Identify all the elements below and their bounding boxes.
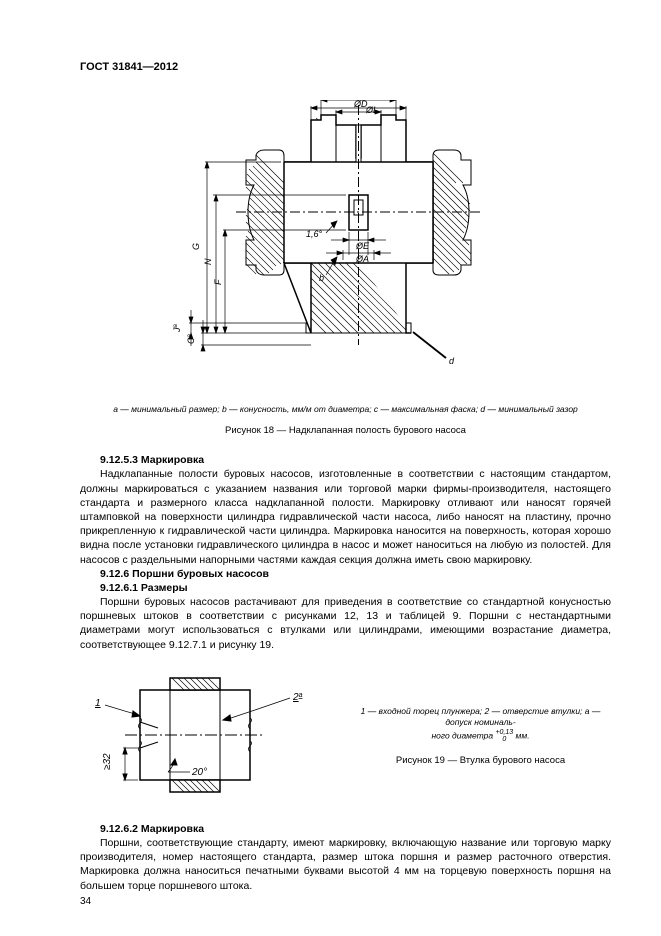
heading-9-12-6-2: 9.12.6.2 Маркировка xyxy=(80,822,611,836)
figure-19-drawing: 1 2a 20° ≥32 xyxy=(80,660,320,810)
figure-18-drawing: ØM ØD ØL G N F Ja Ca 1,6° ØE ØA b d xyxy=(161,100,531,390)
svg-text:F: F xyxy=(213,279,223,285)
svg-text:ØE: ØE xyxy=(355,241,370,251)
heading-9-12-6: 9.12.6 Поршни буровых насосов xyxy=(80,567,611,581)
svg-text:Ca: Ca xyxy=(186,333,196,344)
svg-text:1: 1 xyxy=(95,698,101,709)
svg-text:≥32: ≥32 xyxy=(102,753,113,770)
svg-text:Ja: Ja xyxy=(172,323,182,333)
heading-9-12-5-3: 9.12.5.3 Маркировка xyxy=(80,453,611,467)
svg-text:1,6°: 1,6° xyxy=(306,229,323,239)
page-number: 34 xyxy=(80,895,91,909)
svg-text:20°: 20° xyxy=(191,767,207,778)
svg-text:d: d xyxy=(449,356,455,366)
figure-19-legend: 1 — входной торец плунжера; 2 — отверсти… xyxy=(350,706,611,743)
svg-text:N: N xyxy=(203,258,213,265)
figure-19-caption: Рисунок 19 — Втулка бурового насоса xyxy=(350,755,611,768)
svg-text:b: b xyxy=(319,273,324,283)
figure-18-caption: Рисунок 18 — Надклапанная полость бурово… xyxy=(80,425,611,438)
body-9-12-5-3: Надклапанные полости буровых насосов, из… xyxy=(80,467,611,566)
body-9-12-6-2: Поршни, соответствующие стандарту, имеют… xyxy=(80,836,611,893)
svg-text:G: G xyxy=(191,243,201,250)
heading-9-12-6-1: 9.12.6.1 Размеры xyxy=(80,581,611,595)
body-9-12-6-1: Поршни буровых насосов растачивают для п… xyxy=(80,595,611,652)
svg-text:ØA: ØA xyxy=(355,254,369,264)
svg-text:2a: 2a xyxy=(292,692,303,703)
figure-18-legend: a — минимальный размер; b — конусность, … xyxy=(80,404,611,415)
document-header: ГОСТ 31841—2012 xyxy=(80,60,611,75)
svg-text:ØL: ØL xyxy=(365,105,378,115)
figure-18-container: ØM ØD ØL G N F Ja Ca 1,6° ØE ØA b d xyxy=(80,100,611,394)
figure-19-section: 1 2a 20° ≥32 1 — входной торец плунжера;… xyxy=(80,660,611,814)
